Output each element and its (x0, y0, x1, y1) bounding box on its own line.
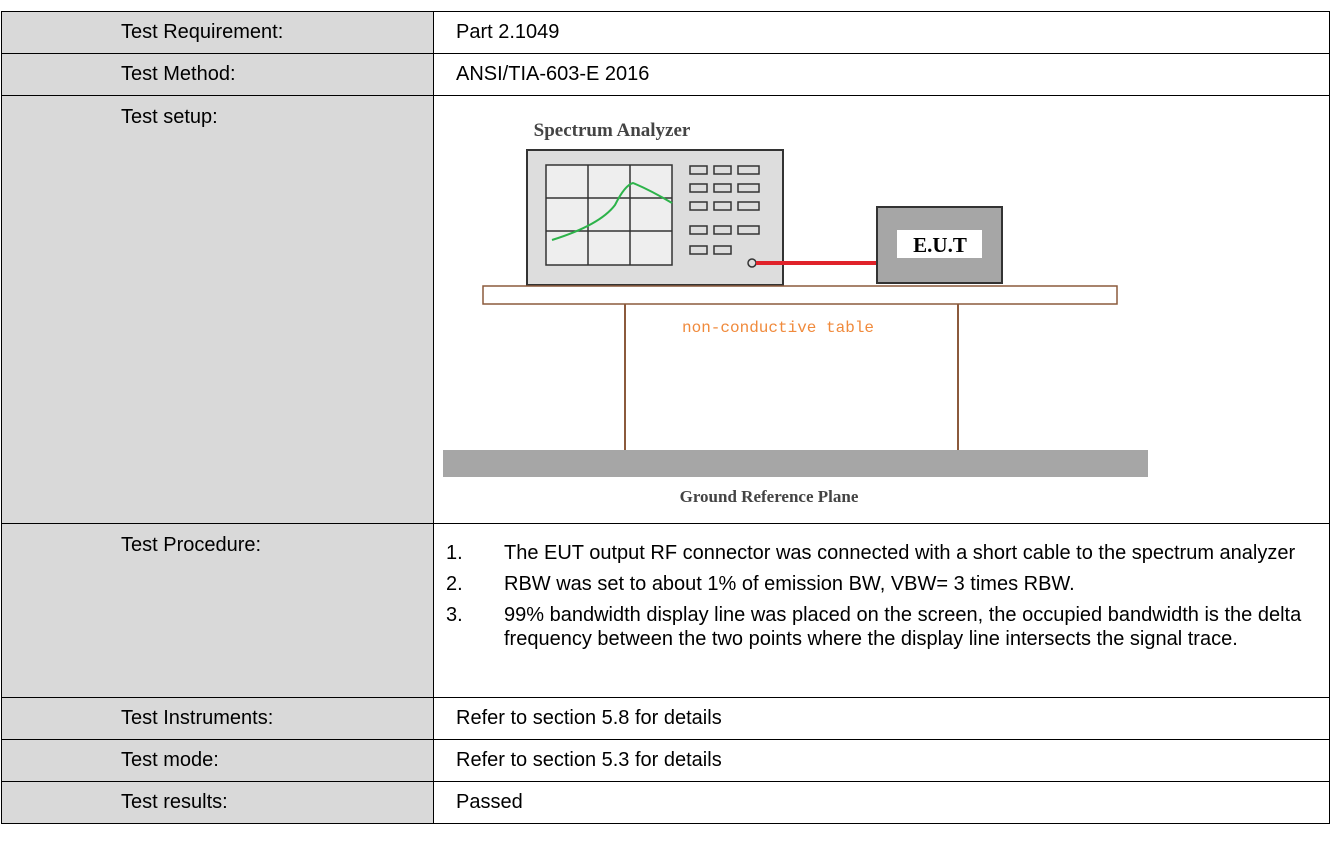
row-label: Test setup: (1, 95, 434, 524)
ground-label: Ground Reference Plane (680, 487, 859, 506)
table-row: Test Method: ANSI/TIA-603-E 2016 (1, 53, 1330, 96)
procedure-step: 3. 99% bandwidth display line was placed … (434, 603, 1329, 651)
step-number: 2. (446, 573, 463, 595)
table-row: Test Instruments: Refer to section 5.8 fo… (1, 697, 1330, 740)
step-text: The EUT output RF connector was connecte… (504, 542, 1296, 564)
buttons (689, 165, 760, 268)
row-value: ANSI/TIA-603-E 2016 (433, 53, 1330, 96)
row-value: Refer to section 5.3 for details (433, 739, 1330, 782)
screen-grid (546, 165, 672, 265)
row-value: Part 2.1049 (433, 11, 1330, 54)
table-row: Test Procedure: 1. The EUT output RF conne… (1, 523, 1330, 698)
table-legs (624, 304, 959, 450)
row-label: Test results: (1, 781, 434, 824)
row-label: Test mode: (1, 739, 434, 782)
table-row: Test results: Passed (1, 781, 1330, 824)
row-value: Refer to section 5.8 for details (433, 697, 1330, 740)
ground-plane (443, 450, 1148, 477)
row-label: Test Procedure: (1, 523, 434, 698)
table-label: non-conductive table (682, 319, 874, 337)
value-text: Refer to section 5.3 for details (456, 749, 722, 771)
eut-label: E.U.T (913, 233, 967, 257)
step-text: RBW was set to about 1% of emission BW, … (504, 573, 1075, 595)
value-text: Refer to section 5.8 for details (456, 707, 722, 729)
table-top (482, 285, 1118, 305)
setup-diagram: Spectrum Analyzer E.U.T non-conductive t… (443, 120, 1148, 506)
table-row: Test Requirement: Part 2.1049 (1, 11, 1330, 54)
value-text: Part 2.1049 (456, 21, 560, 43)
analyzer-screen (545, 164, 673, 266)
value-text: ANSI/TIA-603-E 2016 (456, 63, 650, 85)
procedure-step: 1. The EUT output RF connector was connec… (434, 541, 1329, 565)
value-text: Passed (456, 791, 523, 813)
row-label: Test Requirement: (1, 11, 434, 54)
trace (551, 181, 673, 241)
analyzer-label: Spectrum Analyzer (534, 120, 691, 141)
row-value: 1. The EUT output RF connector was connec… (433, 523, 1330, 698)
table-row: Test mode: Refer to section 5.3 for detai… (1, 739, 1330, 782)
row-label: Test Instruments: (1, 697, 434, 740)
step-number: 1. (446, 542, 463, 564)
row-value: Passed (433, 781, 1330, 824)
eut-label-bg (897, 230, 982, 258)
table-row: Test setup: (1, 95, 1330, 524)
row-label: Test Method: (1, 53, 434, 96)
step-number: 3. (446, 604, 463, 626)
procedure-step: 2. RBW was set to about 1% of emission BW… (434, 572, 1329, 596)
step-text: 99% bandwidth display line was placed on… (504, 604, 1302, 650)
